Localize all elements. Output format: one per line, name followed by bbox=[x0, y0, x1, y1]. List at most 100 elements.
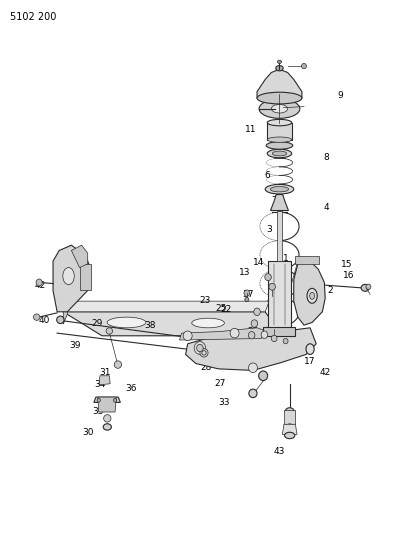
Text: 33: 33 bbox=[218, 398, 229, 407]
Text: 38: 38 bbox=[144, 321, 156, 329]
Ellipse shape bbox=[200, 349, 208, 357]
Ellipse shape bbox=[245, 297, 249, 302]
Text: 40: 40 bbox=[38, 317, 50, 325]
Ellipse shape bbox=[192, 318, 224, 328]
Text: 6: 6 bbox=[264, 172, 270, 180]
Ellipse shape bbox=[267, 119, 292, 126]
Ellipse shape bbox=[270, 187, 289, 192]
Ellipse shape bbox=[285, 408, 294, 415]
Polygon shape bbox=[63, 301, 269, 312]
Polygon shape bbox=[282, 424, 297, 434]
Text: 11: 11 bbox=[245, 125, 257, 134]
Bar bbox=[80, 264, 91, 290]
Ellipse shape bbox=[113, 399, 117, 402]
Ellipse shape bbox=[36, 279, 42, 286]
Ellipse shape bbox=[104, 415, 111, 422]
Ellipse shape bbox=[265, 184, 294, 194]
Ellipse shape bbox=[283, 338, 288, 344]
Ellipse shape bbox=[63, 268, 74, 285]
Text: 42: 42 bbox=[34, 281, 46, 289]
Ellipse shape bbox=[277, 60, 282, 63]
Ellipse shape bbox=[269, 284, 275, 290]
Ellipse shape bbox=[249, 389, 257, 398]
Polygon shape bbox=[180, 328, 267, 340]
Text: 28: 28 bbox=[200, 364, 212, 372]
Text: 12: 12 bbox=[288, 85, 299, 94]
Ellipse shape bbox=[261, 331, 268, 338]
Ellipse shape bbox=[259, 99, 300, 118]
Text: 16: 16 bbox=[343, 271, 355, 280]
Text: 27: 27 bbox=[215, 379, 226, 388]
Text: 42: 42 bbox=[320, 368, 331, 376]
Ellipse shape bbox=[57, 316, 64, 324]
Ellipse shape bbox=[248, 363, 257, 373]
Polygon shape bbox=[271, 195, 288, 211]
Ellipse shape bbox=[271, 335, 277, 342]
Text: 34: 34 bbox=[94, 381, 106, 389]
Ellipse shape bbox=[33, 314, 40, 320]
Text: 29: 29 bbox=[91, 319, 103, 328]
Text: 25: 25 bbox=[215, 304, 227, 312]
Text: 26: 26 bbox=[262, 337, 274, 345]
Ellipse shape bbox=[202, 351, 206, 355]
Text: 2: 2 bbox=[328, 286, 333, 295]
Ellipse shape bbox=[244, 290, 250, 296]
Text: 1: 1 bbox=[283, 254, 288, 263]
Ellipse shape bbox=[254, 308, 260, 316]
Ellipse shape bbox=[267, 137, 292, 142]
Ellipse shape bbox=[114, 361, 122, 368]
Polygon shape bbox=[71, 245, 88, 268]
Text: 23: 23 bbox=[200, 296, 211, 304]
Bar bbox=[264, 327, 295, 336]
Ellipse shape bbox=[307, 288, 317, 303]
Ellipse shape bbox=[306, 344, 314, 354]
Ellipse shape bbox=[366, 284, 371, 289]
Text: 30: 30 bbox=[82, 429, 93, 437]
Polygon shape bbox=[294, 261, 325, 325]
Ellipse shape bbox=[97, 399, 100, 402]
Text: 41: 41 bbox=[70, 288, 82, 296]
Polygon shape bbox=[94, 397, 120, 402]
Ellipse shape bbox=[284, 432, 295, 439]
Ellipse shape bbox=[248, 332, 255, 339]
Ellipse shape bbox=[259, 371, 268, 381]
Polygon shape bbox=[186, 328, 316, 370]
Polygon shape bbox=[99, 376, 110, 385]
Ellipse shape bbox=[271, 104, 288, 113]
Text: 15: 15 bbox=[341, 261, 353, 269]
Polygon shape bbox=[98, 397, 116, 412]
Text: 4: 4 bbox=[324, 204, 329, 212]
Text: 22: 22 bbox=[221, 305, 232, 313]
Ellipse shape bbox=[230, 328, 239, 338]
Ellipse shape bbox=[103, 424, 111, 430]
Text: 9: 9 bbox=[338, 92, 344, 100]
Text: 43: 43 bbox=[274, 448, 285, 456]
Ellipse shape bbox=[361, 285, 369, 291]
Polygon shape bbox=[53, 245, 90, 312]
Text: 8: 8 bbox=[324, 153, 329, 161]
Text: 17: 17 bbox=[304, 357, 316, 366]
Ellipse shape bbox=[267, 149, 292, 158]
Text: 3: 3 bbox=[266, 225, 272, 233]
Text: 39: 39 bbox=[70, 341, 81, 350]
Ellipse shape bbox=[266, 142, 293, 149]
Bar bbox=[277, 211, 282, 261]
Ellipse shape bbox=[107, 317, 146, 328]
Text: 37: 37 bbox=[242, 290, 254, 299]
Ellipse shape bbox=[251, 320, 257, 327]
Ellipse shape bbox=[257, 92, 302, 104]
Ellipse shape bbox=[194, 342, 206, 354]
Text: 5: 5 bbox=[271, 190, 277, 199]
Ellipse shape bbox=[276, 66, 283, 71]
Ellipse shape bbox=[197, 344, 203, 352]
Polygon shape bbox=[63, 301, 67, 324]
Text: 31: 31 bbox=[100, 368, 111, 376]
Polygon shape bbox=[257, 69, 302, 98]
Text: 22: 22 bbox=[247, 327, 259, 336]
Text: 21: 21 bbox=[292, 338, 304, 346]
Ellipse shape bbox=[183, 331, 192, 341]
Ellipse shape bbox=[265, 274, 271, 280]
Bar bbox=[267, 123, 292, 140]
Ellipse shape bbox=[310, 292, 315, 300]
Bar bbox=[268, 261, 291, 328]
